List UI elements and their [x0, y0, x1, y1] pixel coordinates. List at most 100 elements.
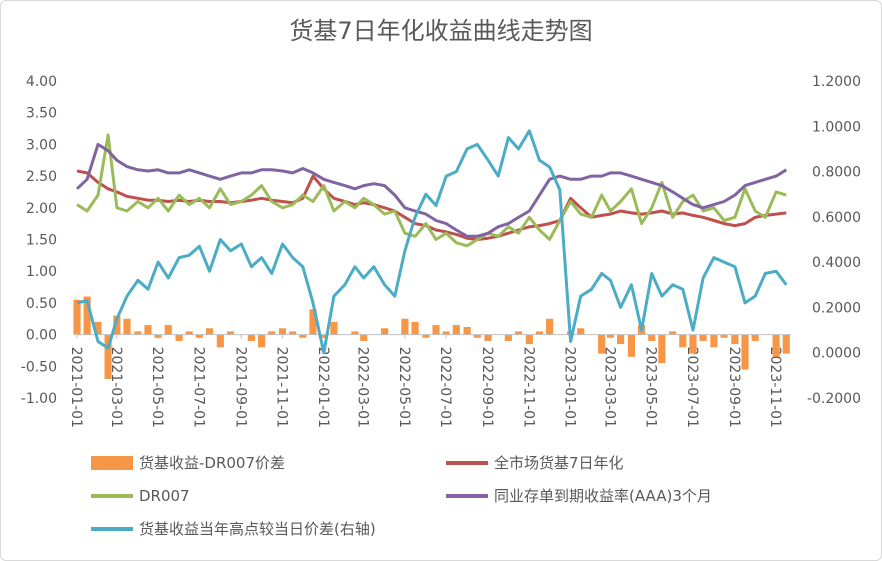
bar: [381, 328, 389, 335]
bar: [669, 331, 677, 335]
y2-tick-label: 0.8000: [812, 165, 861, 181]
y-tick-label: 1.50: [26, 233, 57, 249]
bar: [577, 328, 585, 335]
x-tick-label: 2022-05-01: [396, 347, 412, 428]
x-tick-label: 2022-11-01: [520, 347, 536, 428]
y2-tick-label: 1.0000: [812, 119, 861, 135]
y-tick-label: -1.00: [21, 391, 57, 407]
bar: [731, 334, 739, 345]
bar: [782, 334, 790, 354]
bar: [452, 325, 460, 335]
x-tick-label: 2022-01-01: [315, 347, 331, 428]
line-series: [76, 133, 787, 248]
x-tick-label: 2021-03-01: [108, 347, 124, 428]
bar: [514, 331, 523, 335]
bar: [164, 325, 172, 335]
x-tick-label: 2021-05-01: [149, 347, 165, 428]
y2-tick-label: 0.2000: [812, 300, 861, 316]
bar: [504, 334, 512, 341]
bar: [299, 334, 307, 338]
y-tick-label: 0.50: [26, 296, 57, 312]
y-tick-label: 1.00: [26, 264, 57, 280]
legend-label: DR007: [139, 487, 190, 505]
bar: [432, 325, 440, 335]
legend-label: 货基收益-DR007价差: [139, 454, 285, 472]
y-tick-label: 3.00: [26, 137, 57, 153]
legend-swatch: [91, 456, 133, 470]
bar: [258, 334, 266, 348]
x-tick-label: 2023-01-01: [562, 347, 578, 428]
x-tick-label: 2022-03-01: [355, 347, 371, 428]
x-tick-label: 2023-11-01: [767, 347, 783, 428]
bar: [73, 299, 81, 335]
y2-tick-label: 0.6000: [812, 210, 861, 226]
bar: [83, 296, 91, 335]
bar: [411, 321, 419, 335]
x-tick-label: 2021-01-01: [68, 347, 84, 428]
line-series: [76, 129, 788, 355]
bar: [617, 334, 625, 345]
line-series: [75, 142, 788, 238]
x-tick-label: 2023-05-01: [643, 347, 659, 428]
bar: [546, 318, 554, 335]
x-tick-label: 2021-09-01: [232, 347, 248, 428]
x-tick-label: 2022-07-01: [437, 347, 453, 428]
bar: [309, 309, 317, 335]
bar: [598, 334, 606, 354]
y-tick-label: 0.00: [26, 328, 57, 344]
bar: [772, 334, 780, 357]
x-tick-label: 2023-03-01: [601, 347, 617, 428]
bar: [154, 334, 162, 338]
bar: [104, 334, 112, 379]
bar: [351, 331, 359, 335]
bar: [226, 331, 235, 335]
bar: [679, 334, 687, 348]
bar: [535, 331, 544, 335]
y-tick-label: 2.00: [26, 201, 57, 217]
bar: [330, 321, 338, 335]
chart-title: 货基7日年化收益曲线走势图: [289, 17, 592, 45]
legend-label: 同业存单到期收益率(AAA)3个月: [494, 487, 712, 505]
bar: [720, 334, 728, 338]
bar: [185, 331, 193, 335]
legend-label: 货基收益当年高点较当日价差(右轴): [139, 520, 376, 538]
bar: [484, 334, 492, 341]
bar: [606, 334, 615, 338]
y-tick-label: 2.50: [26, 169, 57, 185]
x-tick-label: 2021-07-01: [190, 347, 206, 428]
bar: [134, 331, 142, 335]
legend-label: 全市场货基7日年化: [494, 454, 624, 472]
bar: [144, 325, 152, 335]
bar: [268, 331, 276, 335]
bar: [205, 328, 214, 335]
bar: [360, 334, 368, 341]
bar: [422, 334, 430, 338]
y2-tick-label: -0.2000: [807, 391, 861, 407]
bar: [463, 326, 471, 335]
bar: [627, 334, 636, 357]
bar: [648, 334, 656, 341]
bar: [94, 321, 102, 335]
bar: [278, 328, 287, 335]
bar: [320, 334, 328, 338]
x-tick-label: 2022-09-01: [479, 347, 495, 428]
x-tick-label: 2023-07-01: [684, 347, 700, 428]
bar: [699, 334, 707, 341]
bar: [289, 331, 297, 335]
y2-tick-label: 0.4000: [812, 255, 861, 271]
bar: [247, 334, 256, 341]
y-tick-label: 3.50: [26, 106, 57, 122]
bar: [751, 334, 759, 341]
bar: [175, 334, 183, 341]
bar: [401, 318, 409, 335]
x-tick-label: 2021-11-01: [274, 347, 290, 428]
bar: [710, 334, 718, 348]
bar: [123, 318, 131, 335]
bar: [442, 331, 450, 335]
bar: [689, 334, 697, 354]
y2-tick-label: 1.2000: [812, 74, 861, 90]
bar: [195, 334, 203, 338]
bar: [658, 334, 666, 364]
